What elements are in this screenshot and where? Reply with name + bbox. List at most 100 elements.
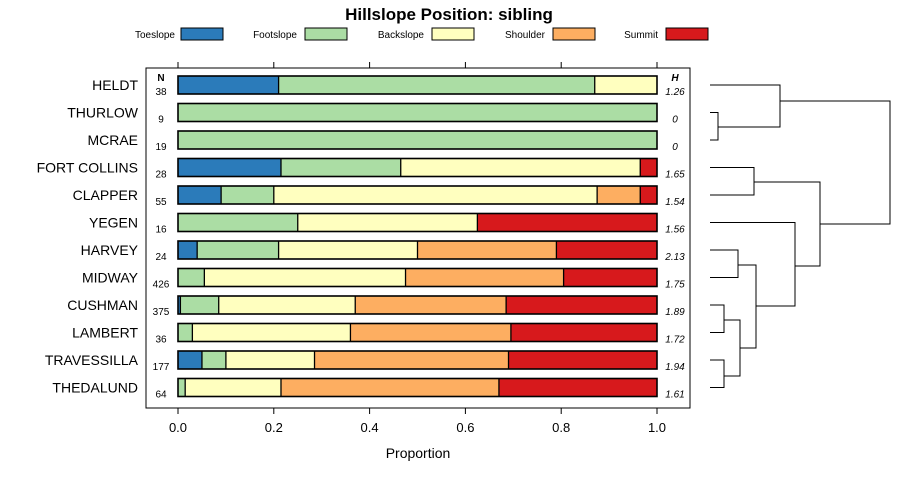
x-tick-label: 0.8 bbox=[552, 420, 570, 435]
row-n-value: 19 bbox=[155, 142, 167, 153]
bar-segment-backslope bbox=[192, 323, 351, 342]
bar-segment-shoulder bbox=[417, 241, 557, 259]
bar-segment-backslope bbox=[297, 213, 478, 232]
bar-segment-shoulder bbox=[350, 323, 511, 342]
bar-segment-toeslope bbox=[178, 76, 279, 94]
bar-segment-footslope bbox=[178, 213, 298, 232]
row-n-value: 55 bbox=[155, 197, 167, 208]
bar-outline bbox=[177, 102, 658, 123]
dendrogram-branch bbox=[738, 264, 757, 349]
bar-outline bbox=[177, 240, 658, 260]
legend-label-footslope: Footslope bbox=[253, 30, 297, 41]
bar-segment-toeslope bbox=[178, 158, 281, 177]
row-n-value: 375 bbox=[153, 307, 170, 318]
dendrogram-branch bbox=[710, 84, 781, 128]
row-label: FORT COLLINS bbox=[37, 160, 138, 176]
row-label: YEGEN bbox=[89, 215, 138, 231]
row-label: MCRAE bbox=[87, 132, 138, 148]
bar-segment-backslope bbox=[185, 378, 281, 397]
dendrogram-branch bbox=[710, 249, 739, 278]
bar-segment-toeslope bbox=[178, 296, 181, 314]
row-n-value: 16 bbox=[155, 225, 167, 236]
bar-segment-shoulder bbox=[355, 296, 507, 314]
row-thurlow: THURLOW 9 0 bbox=[67, 102, 678, 126]
row-h-value: 1.56 bbox=[665, 225, 685, 236]
bar-rows: HELDT 38 1.26 THURLOW 9 0 MCRAE 19 0 FORT COLLINS… bbox=[37, 75, 685, 401]
bar-segment-footslope bbox=[178, 323, 193, 342]
row-heldt: HELDT 38 1.26 bbox=[92, 75, 685, 98]
bar-outline bbox=[177, 212, 658, 233]
x-tick-label: 0.2 bbox=[265, 420, 283, 435]
legend-swatch-summit bbox=[665, 27, 709, 41]
row-n-value: 64 bbox=[155, 390, 167, 401]
row-n-value: 426 bbox=[153, 280, 170, 291]
bar-segment-footslope bbox=[280, 158, 401, 177]
row-h-value: 1.72 bbox=[665, 335, 685, 346]
row-h-value: 1.89 bbox=[665, 307, 685, 318]
dendrogram-branch bbox=[780, 100, 891, 225]
row-label: MIDWAY bbox=[82, 270, 139, 286]
x-axis-title: Proportion bbox=[386, 445, 451, 461]
row-midway: MIDWAY 426 1.75 bbox=[82, 267, 685, 291]
row-clapper: CLAPPER 55 1.54 bbox=[73, 185, 685, 208]
row-label: CLAPPER bbox=[73, 187, 138, 203]
bar-segment-footslope bbox=[201, 351, 226, 369]
bar-segment-summit bbox=[563, 268, 657, 287]
bar-segment-toeslope bbox=[178, 186, 222, 204]
bar-segment-shoulder bbox=[314, 351, 509, 369]
bar-outline bbox=[177, 157, 658, 178]
bar-segment-backslope bbox=[273, 186, 598, 204]
bar-segment-footslope bbox=[178, 103, 657, 122]
row-mcrae: MCRAE 19 0 bbox=[87, 130, 678, 153]
x-tick-label: 0.4 bbox=[361, 420, 379, 435]
row-n-value: 24 bbox=[155, 252, 167, 263]
row-h-value: 1.26 bbox=[665, 87, 685, 98]
x-tick-label: 0.0 bbox=[169, 420, 187, 435]
row-label: THEDALUND bbox=[52, 380, 138, 396]
row-h-value: 1.61 bbox=[665, 390, 684, 401]
row-h-value: 1.65 bbox=[665, 170, 685, 181]
row-harvey: HARVEY 24 2.13 bbox=[81, 240, 685, 263]
bar-segment-footslope bbox=[221, 186, 274, 204]
row-n-value: 36 bbox=[155, 335, 167, 346]
row-n-value: 9 bbox=[158, 115, 164, 126]
row-fort-collins: FORT COLLINS 28 1.65 bbox=[37, 157, 685, 181]
row-lambert: LAMBERT 36 1.72 bbox=[72, 322, 685, 346]
bar-segment-footslope bbox=[197, 241, 279, 259]
row-h-value: 1.75 bbox=[665, 280, 685, 291]
legend-swatch-footslope bbox=[304, 27, 348, 41]
dendrogram-branch bbox=[710, 167, 755, 196]
bar-segment-shoulder bbox=[597, 186, 641, 204]
legend-label-backslope: Backslope bbox=[378, 30, 425, 41]
bar-segment-backslope bbox=[594, 76, 657, 94]
row-label: HARVEY bbox=[81, 242, 139, 258]
dendrogram-branch bbox=[710, 359, 725, 388]
bar-segment-summit bbox=[477, 213, 657, 232]
legend-label-toeslope: Toeslope bbox=[135, 30, 175, 41]
x-tick-label: 1.0 bbox=[648, 420, 666, 435]
x-axis: 0.0 0.2 0.4 0.6 0.8 1.0 bbox=[169, 62, 666, 435]
row-yegen: YEGEN 16 1.56 bbox=[89, 212, 685, 236]
bar-segment-summit bbox=[498, 378, 657, 397]
legend-label-summit: Summit bbox=[624, 30, 658, 41]
n-column-header: N bbox=[157, 73, 164, 84]
bar-segment-summit bbox=[510, 323, 657, 342]
dendrogram-branch bbox=[754, 181, 821, 267]
bar-outline bbox=[177, 322, 658, 343]
bar-segment-summit bbox=[506, 296, 657, 314]
row-h-value: 1.54 bbox=[665, 197, 685, 208]
row-h-value: 1.94 bbox=[665, 362, 685, 373]
bar-segment-backslope bbox=[204, 268, 406, 287]
row-cushman: CUSHMAN 375 1.89 bbox=[67, 295, 685, 318]
legend-swatch-shoulder bbox=[552, 27, 596, 41]
dendrogram-branch bbox=[710, 112, 719, 141]
bar-segment-backslope bbox=[218, 296, 356, 314]
bar-outline bbox=[177, 75, 658, 95]
row-travessilla: TRAVESSILLA 177 1.94 bbox=[45, 350, 685, 373]
dendrogram-branch bbox=[710, 304, 725, 333]
bar-outline bbox=[177, 350, 658, 370]
row-label: THURLOW bbox=[67, 105, 139, 121]
bar-segment-summit bbox=[508, 351, 657, 369]
row-h-value: 0 bbox=[672, 142, 678, 153]
bar-segment-toeslope bbox=[178, 351, 202, 369]
